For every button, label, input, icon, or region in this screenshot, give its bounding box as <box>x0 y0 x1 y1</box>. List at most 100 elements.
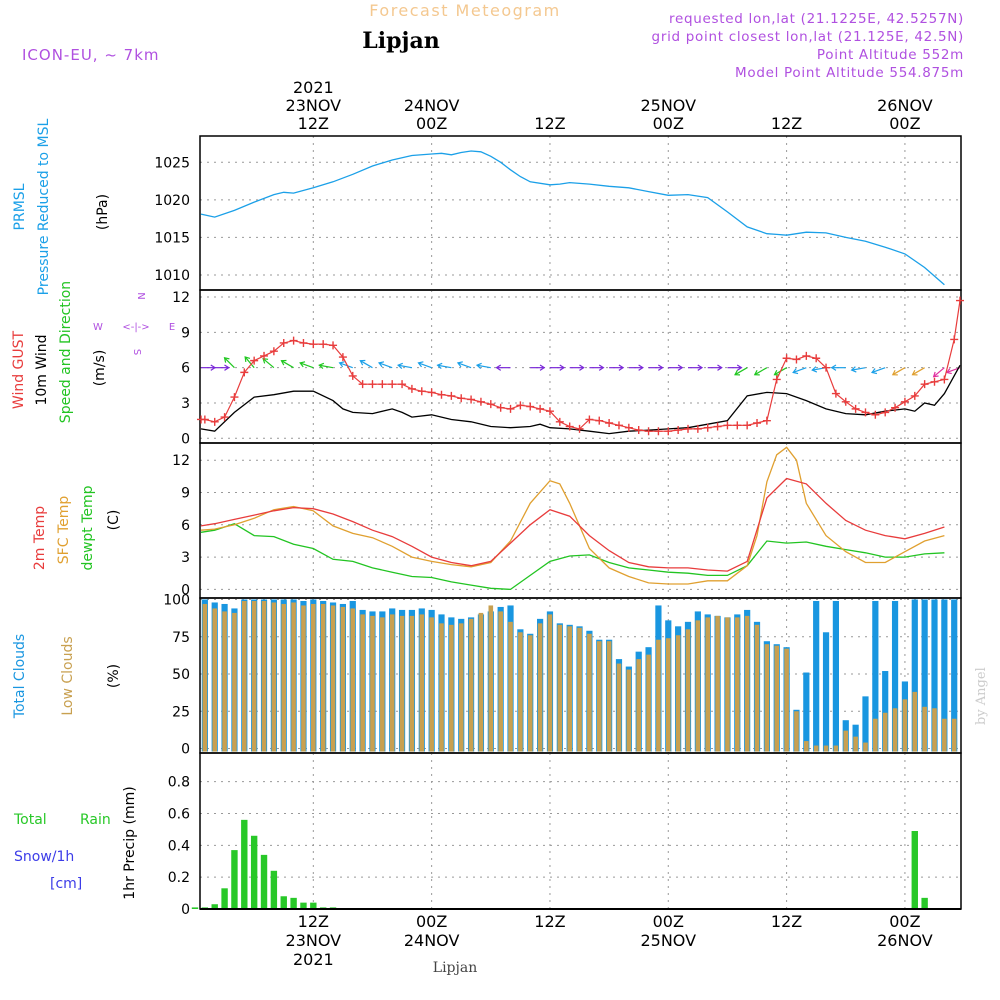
low-cloud-bar <box>429 617 434 752</box>
wind-gust-marker <box>299 338 308 347</box>
top-hour-label: 12Z <box>771 114 802 133</box>
info-line-2: grid point closest lon,lat (21.125E, 42.… <box>652 29 964 45</box>
wind-gust-marker <box>812 354 821 363</box>
precip-tick-label: 0.2 <box>168 870 190 886</box>
wind-gust-marker <box>792 355 801 364</box>
pressure-panel <box>199 135 962 291</box>
bottom-date-label: 25NOV <box>640 931 696 950</box>
wind-arrow <box>912 367 925 376</box>
wind-gust-marker <box>486 400 495 409</box>
low-cloud-bar <box>251 600 257 752</box>
wind-arrow <box>244 356 255 369</box>
wind-arrow-head <box>223 356 230 363</box>
wind-arrow-head <box>658 364 664 371</box>
top-hour-label: 00Z <box>416 114 447 133</box>
total-cloud-bar <box>921 599 928 752</box>
low-cloud-bar <box>527 635 533 752</box>
top-year-label: 2021 <box>293 78 334 97</box>
wind-gust-marker <box>733 421 742 430</box>
low-cloud-bar <box>892 708 898 752</box>
wind-gust-marker <box>467 395 476 404</box>
wind-gust-marker <box>338 353 347 362</box>
wind-arrow-head <box>638 364 644 371</box>
low-cloud-bar <box>902 699 908 752</box>
wind-arrow-head <box>299 361 306 368</box>
precip-label-rain: Rain <box>80 812 111 828</box>
wind-arrow-head <box>397 362 403 370</box>
wind-tick-label: 3 <box>181 396 190 412</box>
wind-gust-marker <box>940 375 949 384</box>
wind-gust-marker <box>782 354 791 363</box>
wind-arrow <box>476 364 491 369</box>
cloud-tick-label: 25 <box>172 704 190 720</box>
wind-arrow <box>398 364 413 369</box>
low-cloud-bar <box>518 632 523 752</box>
wind-gust-marker <box>713 422 722 431</box>
low-cloud-bar <box>449 624 454 752</box>
wind-arrow-head <box>870 368 878 375</box>
wind-gust-marker <box>831 389 840 398</box>
compass-rose: N <-|-> W E S <box>93 292 175 355</box>
wind-arrow <box>224 357 235 369</box>
precip-tick-label: 0.4 <box>168 838 190 854</box>
compass-s: S <box>131 349 142 355</box>
total-cloud-bar <box>882 671 889 752</box>
precip-bar <box>290 897 297 909</box>
wind-frame <box>199 289 962 444</box>
low-cloud-bar <box>596 641 602 752</box>
temp-label-dewpt: dewpt Temp <box>80 485 96 570</box>
low-cloud-bar <box>370 615 375 752</box>
wind-gust-marker <box>772 375 781 384</box>
wind-gust-marker <box>457 394 466 403</box>
wind-label-10m: 10m Wind <box>34 334 50 405</box>
wind-arrow-head <box>318 362 325 370</box>
cloud-tick-label: 75 <box>172 630 190 646</box>
wind-arrow-head <box>280 359 287 366</box>
temp-2m-line <box>200 477 945 572</box>
total-cloud-bar <box>911 599 918 752</box>
wind-arrow-head <box>792 368 799 375</box>
model-label: ICON-EU, ~ 7km <box>22 46 160 64</box>
wind-gust-marker <box>644 427 653 436</box>
footer-location: Lipjan <box>433 960 477 976</box>
wind-gust-marker <box>319 340 328 349</box>
compass-e: E <box>169 322 175 333</box>
wind-gust-marker <box>910 391 919 400</box>
precip-bar <box>911 831 918 909</box>
temp-unit: (C) <box>106 510 122 531</box>
wind-label-gust: Wind GUST <box>11 330 27 409</box>
wind-gust-marker <box>496 403 505 412</box>
precip-ylabel: 1hr Precip (mm) <box>122 786 138 899</box>
total-cloud-bar <box>941 599 948 752</box>
wind-gust-marker <box>309 340 318 349</box>
low-cloud-bar <box>616 663 622 752</box>
total-cloud-bar <box>951 599 958 752</box>
low-cloud-bar <box>754 624 760 752</box>
wind-arrow-head <box>717 364 723 371</box>
chart-title: Forecast Meteogram <box>369 1 560 20</box>
wind-arrow <box>262 358 275 369</box>
top-hour-label: 12Z <box>534 114 565 133</box>
wind-gust-marker <box>378 380 387 389</box>
wind-gust-marker <box>289 336 298 345</box>
wind-gust-marker <box>348 371 357 380</box>
wind-gust-marker <box>693 424 702 433</box>
wind-gust-marker <box>871 410 880 419</box>
wind-arrow-head <box>436 362 443 370</box>
pressure-label-1: PRMSL <box>12 183 28 230</box>
wind-tick-label: 0 <box>181 431 190 447</box>
precip-bar <box>241 819 248 909</box>
wind-gust-marker <box>230 393 239 402</box>
wind-arrow-head <box>736 364 743 371</box>
wind-gust-marker <box>654 427 663 436</box>
low-cloud-bar <box>389 614 395 752</box>
wind-gust-marker <box>703 423 712 432</box>
wind-gust-marker <box>575 424 584 433</box>
total-cloud-bar <box>891 600 899 752</box>
low-cloud-bar <box>606 641 612 752</box>
wind-gust-marker <box>723 421 732 430</box>
wind-gust-marker <box>822 363 831 372</box>
wind-gust-marker <box>407 384 416 393</box>
wind-panel <box>197 289 964 444</box>
